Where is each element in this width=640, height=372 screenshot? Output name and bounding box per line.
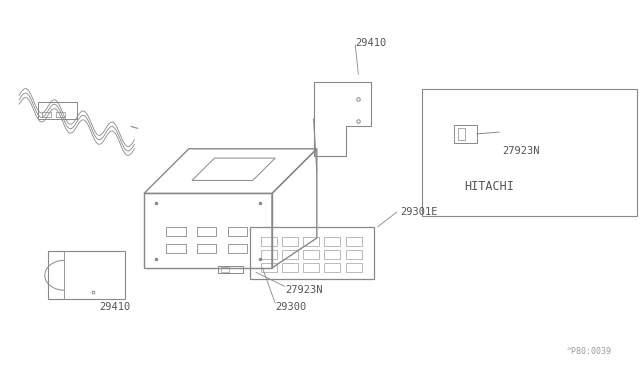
Bar [282,250,298,259]
Bar [218,266,243,273]
Bar [282,237,298,246]
Bar [250,227,374,279]
Bar [221,267,229,272]
Bar [324,263,340,272]
Text: ^P80:0039: ^P80:0039 [566,347,611,356]
Bar [228,227,247,236]
Bar [261,250,277,259]
Bar [42,112,51,117]
Bar [261,237,277,246]
Bar [303,237,319,246]
Bar [197,244,216,253]
Bar [48,251,125,299]
Text: 29410: 29410 [355,38,387,48]
Bar [56,112,65,117]
Bar [282,263,298,272]
Text: 29300: 29300 [275,302,307,312]
Bar [346,237,362,246]
Bar [261,263,277,272]
Bar [324,237,340,246]
Bar [197,227,216,236]
Bar [228,244,247,253]
Bar [166,244,186,253]
Bar [38,102,77,119]
Bar [303,250,319,259]
Bar [324,250,340,259]
Text: 27923N: 27923N [285,285,323,295]
Bar [346,263,362,272]
Text: HITACHI: HITACHI [464,180,514,192]
Text: 29410: 29410 [99,302,131,312]
Bar [303,263,319,272]
Bar [346,250,362,259]
Text: 27923N: 27923N [502,146,540,155]
Bar [454,125,477,143]
Bar [422,89,637,216]
Text: 29301E: 29301E [400,207,438,217]
Bar [144,193,272,268]
Bar [458,128,465,140]
Bar [166,227,186,236]
